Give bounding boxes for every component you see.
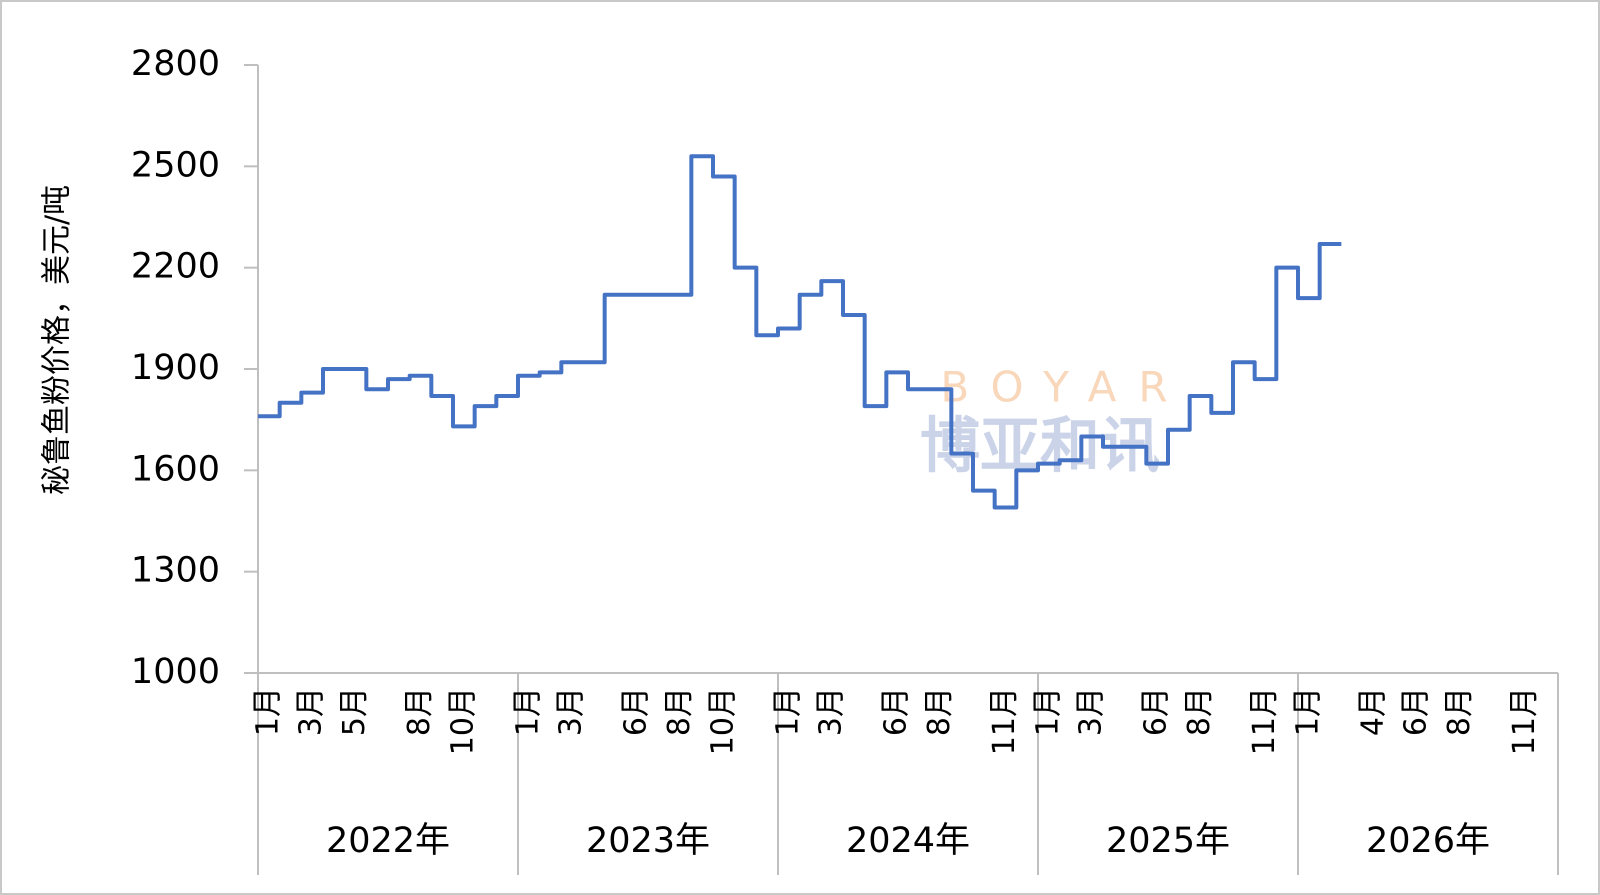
x-tick-label: 1月 bbox=[1290, 687, 1325, 736]
x-tick-label: 8月 bbox=[922, 687, 957, 736]
x-tick-label: 1月 bbox=[250, 687, 285, 736]
year-label: 2023年 bbox=[586, 821, 710, 861]
y-tick-label: 2200 bbox=[131, 247, 220, 287]
year-label: 2025年 bbox=[1106, 821, 1230, 861]
x-tick-label: 10月 bbox=[705, 687, 740, 755]
x-tick-label: 6月 bbox=[619, 687, 654, 736]
x-tick-label: 11月 bbox=[987, 687, 1022, 755]
y-tick-label: 1000 bbox=[131, 652, 220, 692]
x-tick-label: 8月 bbox=[662, 687, 697, 736]
x-tick-label: 6月 bbox=[1139, 687, 1174, 736]
x-tick-label: 1月 bbox=[510, 687, 545, 736]
x-tick-label: 1月 bbox=[1030, 687, 1065, 736]
x-tick-label: 11月 bbox=[1507, 687, 1542, 755]
x-tick-label: 8月 bbox=[1442, 687, 1477, 736]
x-tick-label: 3月 bbox=[554, 687, 589, 736]
x-tick-label: 8月 bbox=[402, 687, 437, 736]
x-tick-label: 3月 bbox=[294, 687, 329, 736]
y-tick-label: 2800 bbox=[131, 44, 220, 84]
y-axis-label: 秘鲁鱼粉价格，美元/吨 bbox=[40, 185, 75, 495]
y-tick-label: 1300 bbox=[131, 551, 220, 591]
x-tick-label: 6月 bbox=[879, 687, 914, 736]
x-tick-label: 3月 bbox=[1074, 687, 1109, 736]
y-tick-label: 1900 bbox=[131, 348, 220, 388]
year-label: 2022年 bbox=[326, 821, 450, 861]
year-label: 2024年 bbox=[846, 821, 970, 861]
data-line bbox=[258, 154, 1342, 510]
year-label: 2026年 bbox=[1366, 821, 1490, 861]
watermark-latin: BOYAR bbox=[940, 363, 1189, 412]
x-tick-label: 4月 bbox=[1355, 687, 1390, 736]
x-tick-label: 11月 bbox=[1247, 687, 1282, 755]
y-tick-label: 1600 bbox=[131, 449, 220, 489]
x-tick-label: 10月 bbox=[445, 687, 480, 755]
x-tick-label: 6月 bbox=[1399, 687, 1434, 736]
y-tick-label: 2500 bbox=[131, 145, 220, 185]
x-tick-label: 5月 bbox=[337, 687, 372, 736]
x-tick-label: 3月 bbox=[814, 687, 849, 736]
x-tick-label: 8月 bbox=[1182, 687, 1217, 736]
x-tick-label: 1月 bbox=[770, 687, 805, 736]
